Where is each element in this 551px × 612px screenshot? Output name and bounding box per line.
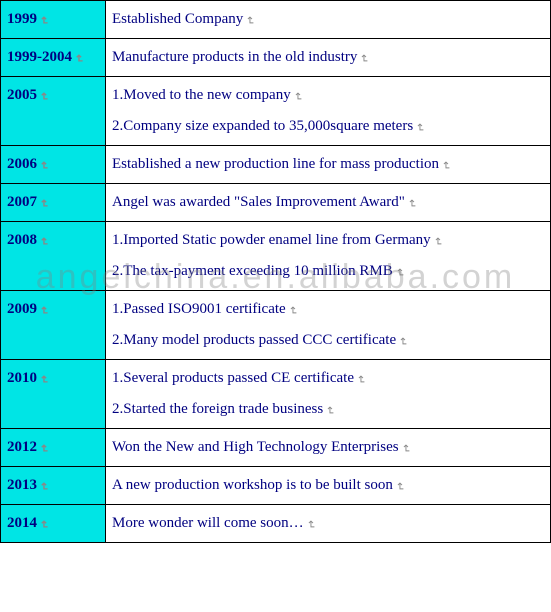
return-mark-icon: ↵	[35, 520, 50, 529]
return-mark-icon: ↵	[321, 406, 336, 415]
return-mark-icon: ↵	[284, 306, 299, 315]
table-row: 1999↵ Established Company↵	[1, 1, 551, 39]
desc-line: 1.Passed ISO9001 certificate↵	[112, 299, 544, 320]
year-cell: 2013↵	[1, 467, 106, 505]
return-mark-icon: ↵	[411, 123, 426, 132]
desc-line: Won the New and High Technology Enterpri…	[112, 437, 544, 458]
year-cell: 2009↵	[1, 291, 106, 360]
desc-line: 2.Many model products passed CCC certifi…	[112, 330, 544, 351]
return-mark-icon: ↵	[429, 237, 444, 246]
return-mark-icon: ↵	[35, 161, 50, 170]
desc-line: Angel was awarded "Sales Improvement Awa…	[112, 192, 544, 213]
desc-line: Manufacture products in the old industry…	[112, 47, 544, 68]
table-row: 1999-2004↵ Manufacture products in the ol…	[1, 39, 551, 77]
return-mark-icon: ↵	[391, 268, 406, 277]
year-cell: 2012↵	[1, 429, 106, 467]
return-mark-icon: ↵	[35, 199, 50, 208]
desc-line: A new production workshop is to be built…	[112, 475, 544, 496]
desc-line: 2.The tax-payment exceeding 10 million R…	[112, 261, 544, 282]
return-mark-icon: ↵	[35, 92, 50, 101]
desc-cell: More wonder will come soon…↵	[106, 505, 551, 543]
desc-cell: A new production workshop is to be built…	[106, 467, 551, 505]
year-cell: 2005↵	[1, 77, 106, 146]
return-mark-icon: ↵	[355, 54, 370, 63]
year-cell: 2006↵	[1, 146, 106, 184]
return-mark-icon: ↵	[35, 237, 50, 246]
desc-cell: Established Company↵	[106, 1, 551, 39]
table-row: 2012↵ Won the New and High Technology Ent…	[1, 429, 551, 467]
desc-line: 2.Started the foreign trade business↵	[112, 399, 544, 420]
desc-line: 1.Imported Static powder enamel line fro…	[112, 230, 544, 251]
return-mark-icon: ↵	[352, 375, 367, 384]
return-mark-icon: ↵	[35, 375, 50, 384]
table-row: 2008↵ 1.Imported Static powder enamel lin…	[1, 222, 551, 291]
desc-line: 1.Moved to the new company↵	[112, 85, 544, 106]
year-cell: 2010↵	[1, 360, 106, 429]
year-cell: 2008↵	[1, 222, 106, 291]
desc-cell: Won the New and High Technology Enterpri…	[106, 429, 551, 467]
return-mark-icon: ↵	[391, 482, 406, 491]
desc-cell: 1.Passed ISO9001 certificate↵ 2.Many mode…	[106, 291, 551, 360]
return-mark-icon: ↵	[35, 482, 50, 491]
desc-cell: 1.Several products passed CE certificate…	[106, 360, 551, 429]
return-mark-icon: ↵	[394, 337, 409, 346]
table-row: 2014↵ More wonder will come soon…↵	[1, 505, 551, 543]
desc-cell: 1.Moved to the new company↵ 2.Company siz…	[106, 77, 551, 146]
year-cell: 1999-2004↵	[1, 39, 106, 77]
history-table: 1999↵ Established Company↵ 1999-2004↵ Manuf…	[0, 0, 551, 543]
desc-line: 1.Several products passed CE certificate…	[112, 368, 544, 389]
desc-line: More wonder will come soon…↵	[112, 513, 544, 534]
desc-cell: 1.Imported Static powder enamel line fro…	[106, 222, 551, 291]
desc-line: Established Company↵	[112, 9, 544, 30]
desc-cell: Angel was awarded "Sales Improvement Awa…	[106, 184, 551, 222]
return-mark-icon: ↵	[35, 16, 50, 25]
table-row: 2010↵ 1.Several products passed CE certif…	[1, 360, 551, 429]
year-cell: 2007↵	[1, 184, 106, 222]
year-cell: 2014↵	[1, 505, 106, 543]
return-mark-icon: ↵	[35, 444, 50, 453]
return-mark-icon: ↵	[437, 161, 452, 170]
return-mark-icon: ↵	[70, 54, 85, 63]
desc-cell: Established a new production line for ma…	[106, 146, 551, 184]
return-mark-icon: ↵	[403, 199, 418, 208]
year-cell: 1999↵	[1, 1, 106, 39]
desc-line: 2.Company size expanded to 35,000square …	[112, 116, 544, 137]
return-mark-icon: ↵	[35, 306, 50, 315]
return-mark-icon: ↵	[289, 92, 304, 101]
table-row: 2006↵ Established a new production line f…	[1, 146, 551, 184]
table-row: 2005↵ 1.Moved to the new company↵ 2.Compan…	[1, 77, 551, 146]
desc-line: Established a new production line for ma…	[112, 154, 544, 175]
return-mark-icon: ↵	[241, 16, 256, 25]
return-mark-icon: ↵	[302, 520, 317, 529]
return-mark-icon: ↵	[396, 444, 411, 453]
table-row: 2009↵ 1.Passed ISO9001 certificate↵ 2.Many…	[1, 291, 551, 360]
desc-cell: Manufacture products in the old industry…	[106, 39, 551, 77]
table-row: 2007↵ Angel was awarded "Sales Improvemen…	[1, 184, 551, 222]
table-row: 2013↵ A new production workshop is to be …	[1, 467, 551, 505]
